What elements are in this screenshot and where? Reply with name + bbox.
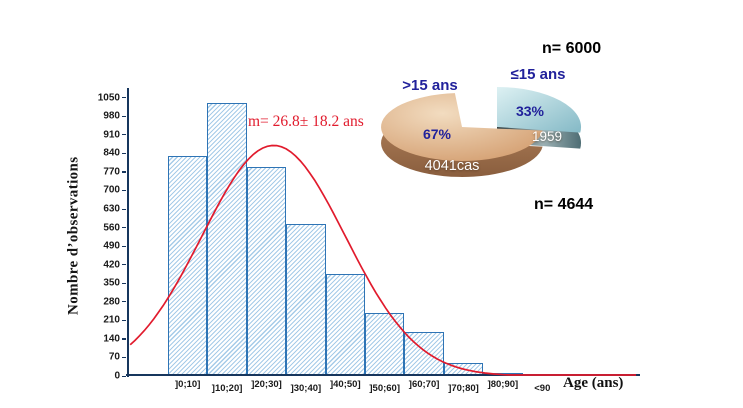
y-tick-label: 700 [103, 184, 120, 196]
histogram-bar [365, 313, 405, 376]
y-tick-label: 0 [114, 370, 120, 382]
histogram-bar [404, 331, 444, 376]
pie-count-over15: 4041cas [424, 158, 480, 174]
y-axis-title-text: Nombre d’observations [65, 156, 82, 316]
y-tick-label: 980 [103, 110, 120, 122]
y-tick-label: 420 [103, 259, 120, 271]
x-tick-label: ]80;90] [487, 378, 519, 390]
x-tick-label: ]70;80] [448, 383, 479, 394]
pie-count-under15: 1959 [531, 129, 563, 144]
y-tick-mark [122, 152, 126, 155]
histogram-bar [286, 223, 326, 376]
x-tick-label: <90 [534, 383, 551, 394]
y-tick-mark [122, 171, 126, 173]
x-tick-label: ]10;20] [211, 383, 243, 394]
x-tick-label: ]40;50] [329, 378, 361, 390]
x-tick-label: ]50;60] [369, 383, 400, 394]
y-tick-mark [122, 245, 126, 247]
y-tick-mark [122, 319, 126, 322]
y-tick-mark [122, 282, 126, 284]
y-axis-title: Nombre d’observations [64, 95, 84, 377]
y-tick-mark [122, 301, 126, 303]
y-tick-label: 490 [103, 240, 120, 252]
pie-pct-under15: 33% [515, 103, 545, 119]
histogram-bar [246, 166, 287, 376]
y-axis-line [127, 88, 129, 377]
pie-label-over15: >15 ans [402, 77, 458, 94]
y-tick-label: 140 [103, 333, 120, 345]
histogram-bar [207, 103, 247, 376]
y-tick-mark [122, 375, 126, 377]
y-tick-mark [122, 338, 126, 340]
pie-label-under15: ≤15 ans [510, 66, 566, 83]
histogram-bar [168, 156, 208, 376]
histogram-bar [325, 274, 365, 376]
y-tick-mark [122, 356, 126, 359]
y-tick-mark [122, 115, 126, 117]
y-tick-label: 560 [103, 222, 120, 234]
y-tick-label: 840 [103, 147, 120, 159]
y-tick-label: 910 [103, 129, 120, 141]
n-subset-label: n= 4644 [534, 196, 594, 213]
pie-chart [381, 87, 582, 177]
x-tick-label: ]30;40] [290, 383, 322, 394]
pie-pct-over15: 67% [422, 126, 452, 142]
y-tick-mark [122, 134, 126, 136]
x-tick-label: ]20;30] [251, 378, 282, 390]
x-tick-label: ]60;70] [408, 378, 440, 390]
y-tick-label: 630 [103, 203, 120, 215]
y-tick-label: 1050 [97, 92, 120, 104]
y-tick-mark [122, 208, 126, 210]
pie-slice-under15 [497, 87, 582, 133]
y-tick-mark [122, 189, 126, 192]
y-tick-label: 210 [103, 314, 120, 326]
y-tick-label: 350 [103, 277, 120, 289]
mean-annotation: m= 26.8± 18.2 ans [248, 113, 364, 130]
y-tick-label: 280 [103, 296, 120, 308]
x-axis-line [126, 373, 640, 377]
y-tick-mark [122, 97, 126, 99]
y-tick-mark [122, 264, 126, 266]
y-tick-label: 70 [108, 351, 120, 363]
y-tick-label: 770 [103, 166, 120, 178]
x-tick-label: ]0;10] [175, 378, 201, 390]
y-tick-mark [122, 227, 126, 229]
pie-slice-over15 [381, 93, 543, 161]
x-axis-title: Age (ans) [563, 375, 624, 391]
n-total-label: n= 6000 [542, 40, 602, 57]
